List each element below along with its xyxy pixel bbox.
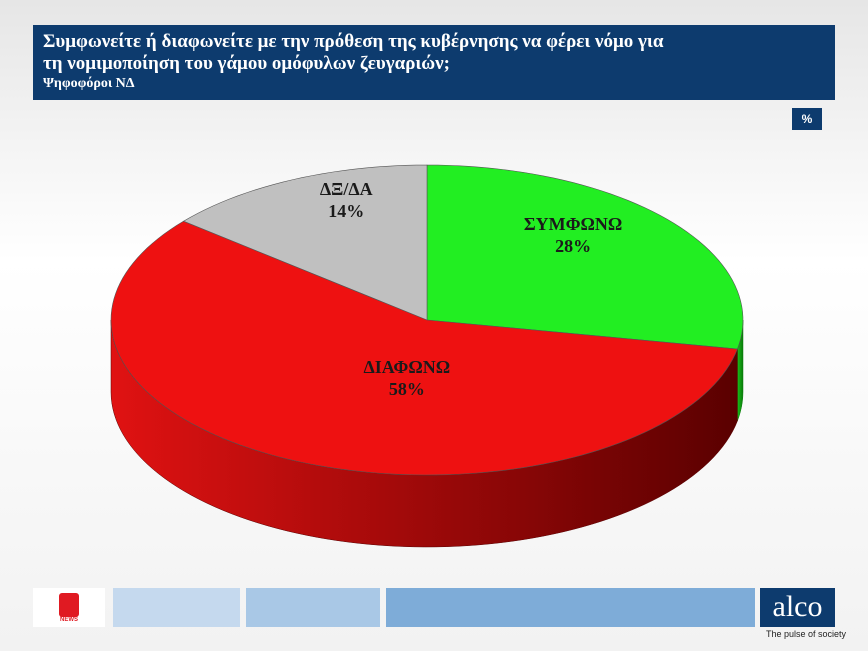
chart-title: Συμφωνείτε ή διαφωνείτε με την πρόθεση τ… [43, 31, 664, 74]
footer-band [386, 588, 755, 627]
brand: alco [760, 588, 835, 627]
slice [110, 220, 738, 476]
slice-label: ΣΥΜΦΩΝΩ [524, 214, 623, 234]
slice [182, 164, 428, 321]
logo-text: NEWS [60, 617, 78, 623]
footer-band [246, 588, 380, 627]
slice-value: 28% [555, 236, 591, 256]
tagline: The pulse of society [766, 629, 847, 639]
slice-label: ΔΞ/ΔΑ [320, 179, 373, 199]
slice-value: 58% [389, 379, 425, 399]
slice-value: 14% [328, 201, 364, 221]
logo: NEWS [33, 588, 105, 627]
slice [426, 164, 744, 350]
header: Συμφωνείτε ή διαφωνείτε με την πρόθεση τ… [33, 25, 835, 100]
slice-label: ΔΙΑΦΩΝΩ [363, 357, 450, 377]
footer-band [113, 588, 240, 627]
chart-subtitle: Ψηφοφόροι ΝΔ [43, 76, 135, 91]
logo-mark [59, 593, 79, 617]
unit-label: % [792, 108, 822, 130]
